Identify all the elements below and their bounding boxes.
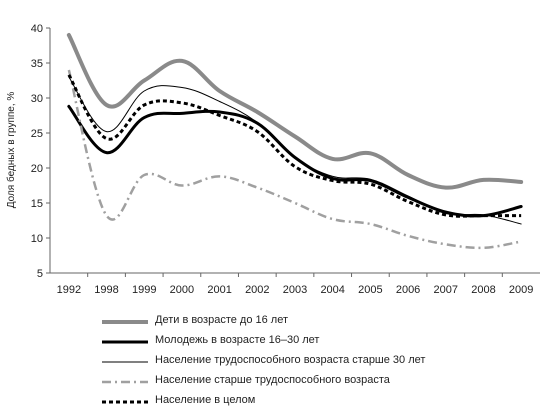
legend-swatch [102, 340, 148, 344]
x-tick-label: 2009 [509, 284, 533, 296]
series-line-5 [67, 74, 522, 218]
y-tick-label: 40 [31, 23, 43, 35]
y-tick-label: 5 [37, 268, 43, 280]
x-tick-label: 1998 [94, 284, 118, 296]
legend-label: Дети в возрасте до 16 лет [155, 314, 289, 326]
legend-swatch [102, 361, 148, 363]
series-lines [66, 33, 524, 250]
legend-label: Молодежь в возрасте 16–30 лет [155, 334, 320, 346]
x-tick-label: 2004 [320, 284, 344, 296]
legend-swatch [102, 320, 148, 324]
legend-swatch [102, 380, 148, 384]
x-tick-label: 2002 [245, 284, 269, 296]
y-axis-label: Доля бедных в группе, % [5, 92, 17, 209]
legend: Дети в возрасте до 16 лет Молодежь в возр… [100, 312, 540, 412]
legend-item: Население в целом [100, 392, 540, 412]
x-tick-label: 2003 [283, 284, 307, 296]
x-tick-label: 2001 [207, 284, 231, 296]
y-tick-label: 30 [31, 93, 43, 105]
y-tick-label: 25 [31, 128, 43, 140]
x-tick-label: 1992 [57, 284, 81, 296]
legend-item: Население трудоспособного возраста старш… [100, 352, 540, 372]
series-line-2 [67, 104, 523, 218]
y-tick-label: 15 [31, 198, 43, 210]
x-tick-label: 1999 [132, 284, 156, 296]
line-chart: 5 10 15 20 25 30 35 40 1992 1998 1999 2000 2001 2002… [5, 23, 540, 296]
series-line-1 [66, 33, 524, 190]
legend-item: Молодежь в возрасте 16–30 лет [100, 332, 540, 352]
x-tick-labels: 1992 1998 1999 2000 2001 2002 2003 2004 2005 2006… [57, 273, 533, 296]
legend-item: Население старше трудоспособного возраст… [100, 372, 540, 392]
y-tick-labels: 5 10 15 20 25 30 35 40 [31, 23, 50, 280]
legend-item: Дети в возрасте до 16 лет [100, 312, 540, 332]
legend-label: Население в целом [155, 394, 256, 406]
legend-label: Население старше трудоспособного возраст… [155, 374, 390, 386]
y-tick-label: 35 [31, 58, 43, 70]
legend-label: Население трудоспособного возраста старш… [155, 354, 426, 366]
y-tick-label: 10 [31, 233, 43, 245]
legend-swatch [102, 400, 148, 404]
x-tick-label: 2005 [358, 284, 382, 296]
x-tick-label: 2007 [434, 284, 458, 296]
x-tick-label: 2006 [396, 284, 420, 296]
y-tick-label: 20 [31, 163, 43, 175]
x-tick-label: 2000 [170, 284, 194, 296]
series-line-3 [68, 76, 522, 225]
x-tick-label: 2008 [471, 284, 495, 296]
